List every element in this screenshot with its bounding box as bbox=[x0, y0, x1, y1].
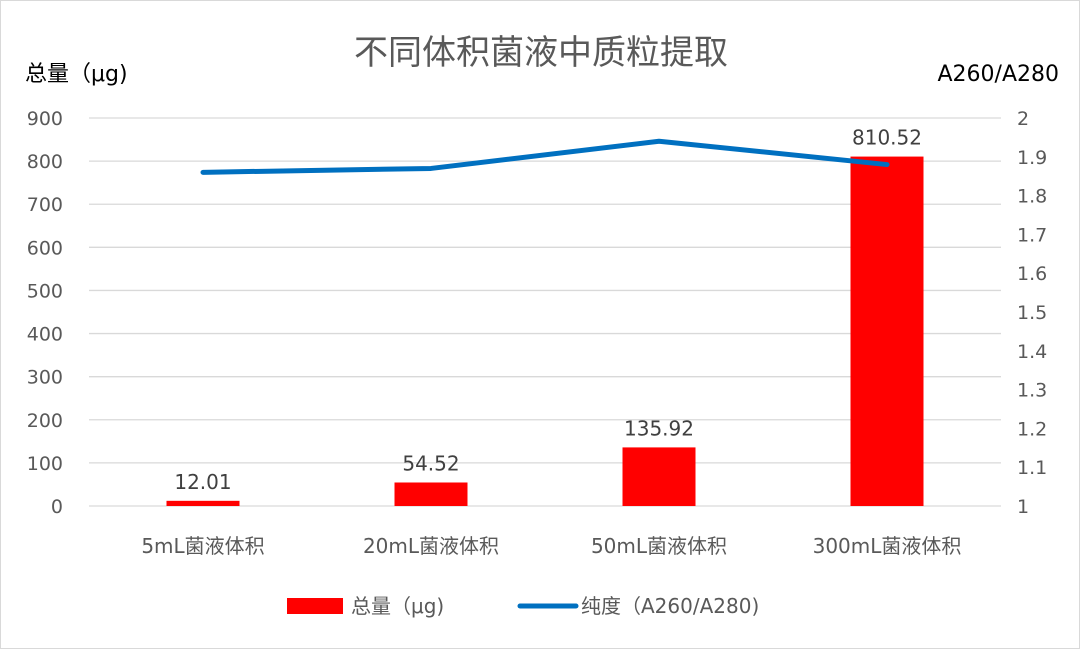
left-axis-title: 总量（μg) bbox=[25, 62, 128, 87]
right-tick-label: 1.4 bbox=[1017, 341, 1047, 363]
left-axis-ticks: 0 100 200 300 400 500 600 700 800 900 bbox=[27, 108, 63, 518]
bar bbox=[622, 447, 696, 506]
bar-data-label: 12.01 bbox=[174, 470, 231, 494]
right-axis-ticks: 1 1.1 1.2 1.3 1.4 1.5 1.6 1.7 1.8 1.9 2 bbox=[1017, 108, 1047, 518]
left-tick-label: 0 bbox=[51, 496, 63, 518]
right-tick-label: 1.9 bbox=[1017, 147, 1047, 169]
left-tick-label: 500 bbox=[27, 280, 63, 302]
bar bbox=[850, 156, 924, 507]
legend-bar-label: 总量（μg) bbox=[351, 594, 444, 618]
left-tick-label: 700 bbox=[27, 194, 63, 216]
chart-title: 不同体积菌液中质粒提取 bbox=[354, 33, 728, 73]
bar bbox=[394, 482, 468, 506]
left-tick-label: 600 bbox=[27, 237, 63, 259]
legend: 总量（μg) 纯度（A260/A280) bbox=[287, 594, 759, 618]
right-tick-label: 1.3 bbox=[1017, 380, 1047, 402]
x-axis-labels: 5mL菌液体积 20mL菌液体积 50mL菌液体积 300mL菌液体积 bbox=[141, 534, 961, 558]
left-tick-label: 800 bbox=[27, 151, 63, 173]
right-tick-label: 1.2 bbox=[1017, 418, 1047, 440]
purity-line bbox=[200, 138, 890, 175]
left-tick-label: 900 bbox=[27, 108, 63, 130]
left-tick-label: 200 bbox=[27, 410, 63, 432]
right-tick-label: 1.5 bbox=[1017, 302, 1047, 324]
bar-data-label: 135.92 bbox=[624, 416, 694, 440]
bar-data-label: 810.52 bbox=[852, 126, 922, 150]
right-axis-title: A260/A280 bbox=[938, 62, 1060, 87]
right-tick-label: 2 bbox=[1017, 108, 1029, 130]
left-tick-label: 300 bbox=[27, 367, 63, 389]
x-category-label: 5mL菌液体积 bbox=[141, 534, 264, 558]
right-tick-label: 1.8 bbox=[1017, 186, 1047, 208]
left-tick-label: 400 bbox=[27, 324, 63, 346]
gridlines bbox=[89, 117, 1001, 507]
x-category-label: 20mL菌液体积 bbox=[363, 534, 499, 558]
right-tick-label: 1.1 bbox=[1017, 457, 1047, 479]
legend-line-label: 纯度（A260/A280) bbox=[581, 594, 759, 618]
left-tick-label: 100 bbox=[27, 453, 63, 475]
line-series bbox=[200, 138, 890, 175]
bar-data-label: 54.52 bbox=[402, 451, 459, 475]
right-tick-label: 1 bbox=[1017, 496, 1029, 518]
right-tick-label: 1.6 bbox=[1017, 263, 1047, 285]
x-category-label: 50mL菌液体积 bbox=[591, 534, 727, 558]
x-category-label: 300mL菌液体积 bbox=[813, 534, 962, 558]
right-tick-label: 1.7 bbox=[1017, 224, 1047, 246]
legend-bar-swatch bbox=[287, 598, 343, 614]
bar bbox=[166, 500, 240, 506]
bar-series: 12.01 54.52 135.92 810.52 bbox=[166, 126, 924, 507]
